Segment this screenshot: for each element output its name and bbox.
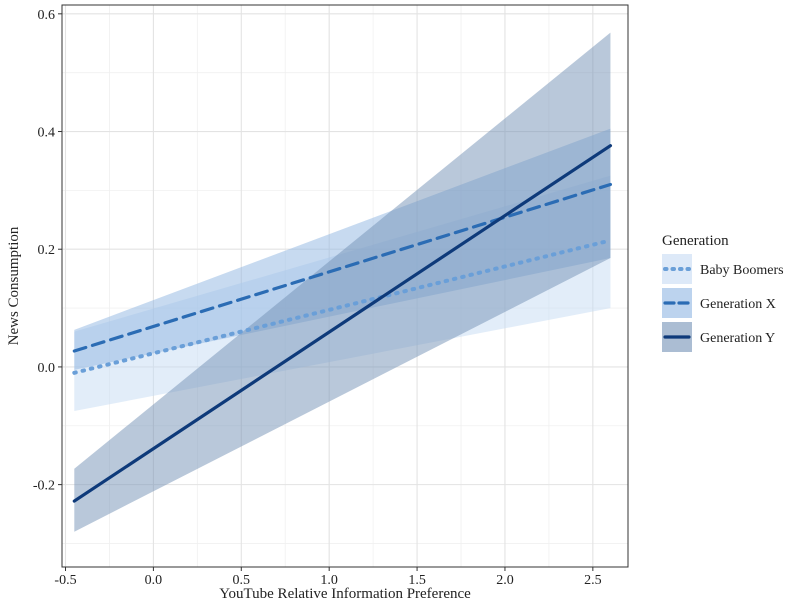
y-tick-label: 0.2	[38, 243, 56, 258]
plot-panel-border	[61, 4, 629, 568]
x-tick-label: 2.5	[584, 573, 602, 588]
y-tick-label: 0.0	[38, 361, 56, 376]
y-tick-label: -0.2	[33, 479, 55, 494]
x-tick-label: 1.0	[320, 573, 338, 588]
x-tick-label: 0.5	[233, 573, 251, 588]
series-line-generation-x	[72, 182, 613, 353]
y-tick-label: 0.4	[38, 126, 56, 141]
series-line-baby-boomers	[72, 238, 613, 375]
y-tick-label: 0.6	[38, 8, 56, 23]
legend-label: Baby Boomers	[700, 263, 784, 278]
axis-layer: -0.5 0.0 0.5 1.0 1.5 2.0 2.5 -0.2 0.0 0.2 0.4 0.6	[33, 8, 602, 588]
x-tick-label: -0.5	[54, 573, 76, 588]
series-line-generation-y	[72, 144, 613, 503]
ci-band-generation-y	[74, 32, 611, 532]
legend-label: Generation Y	[700, 331, 775, 346]
legend-title: Generation	[662, 233, 729, 249]
x-tick-label: 2.0	[496, 573, 514, 588]
legend-label: Generation X	[700, 297, 776, 312]
legend: Generation Baby Boomers Generation X Gener…	[662, 233, 784, 352]
y-axis-title: News Consumption	[6, 226, 22, 345]
series-line-layer	[72, 144, 613, 503]
x-tick-label: 1.5	[408, 573, 426, 588]
ci-band-layer	[74, 32, 611, 532]
x-axis-title: YouTube Relative Information Preference	[219, 586, 471, 602]
x-tick-label: 0.0	[145, 573, 163, 588]
